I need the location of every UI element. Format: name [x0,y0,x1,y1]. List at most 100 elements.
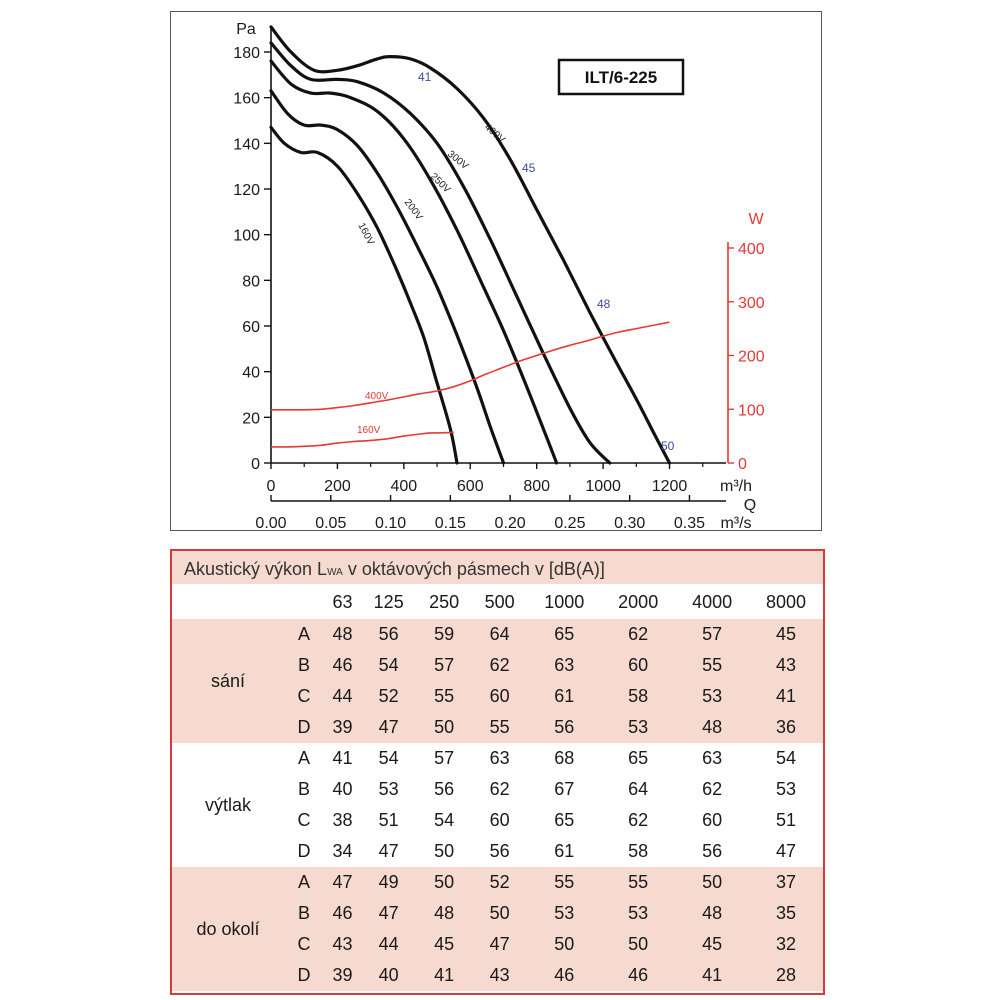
table-cell: 53 [360,774,417,805]
table-cell: 47 [360,712,417,743]
y-tick-label: 80 [242,273,260,290]
x-tick-label: 0 [267,478,276,495]
acoustic-power-table-panel: Akustický výkon LWA v oktávových pásmech… [170,549,825,995]
table-row: D 34 47 50 56 61 58 56 47 [172,836,823,867]
w-tick-label: 0 [738,456,747,473]
table-cell: 63 [471,743,528,774]
table-cell: 50 [601,929,676,960]
table-cell: 56 [471,836,528,867]
table-cell: 47 [360,836,417,867]
w-tick-label: 100 [738,402,765,419]
table-row: B 46 47 48 50 53 53 48 35 [172,898,823,929]
table-cell: 56 [416,774,472,805]
table-row: B 40 53 56 62 67 64 62 53 [172,774,823,805]
pressure-curve-250v [269,59,559,465]
group-label: do okolí [172,867,284,991]
table-cell: 50 [675,867,750,898]
x-tick-label: 800 [523,478,550,495]
operating-point-45: 45 [522,161,536,175]
y-tick-label: 140 [233,136,260,153]
table-cell: 54 [749,743,823,774]
x2-tick-label: 0.15 [435,515,466,532]
power-label-160v: 160V [357,425,381,436]
table-cell: 28 [749,960,823,991]
table-cell: 44 [360,929,417,960]
table-cell: 61 [527,836,602,867]
x2-tick-label: 0.20 [495,515,526,532]
band-header-4000: 4000 [675,585,750,619]
row-letter: A [284,867,324,898]
table-cell: 61 [527,681,602,712]
table-cell: 58 [601,681,676,712]
table-row: C 43 44 45 47 50 50 45 32 [172,929,823,960]
table-title-subscript: WA [327,567,343,578]
table-cell: 45 [675,929,750,960]
y-tick-label: 0 [251,456,260,473]
x2-axis-label: m³/s [720,515,751,532]
row-letter: C [284,929,324,960]
table-cell: 53 [527,898,602,929]
power-curve-160v [270,431,454,448]
operating-point-41: 41 [418,70,432,84]
table-cell: 41 [324,743,361,774]
table-cell: 62 [601,619,676,650]
band-header-63: 63 [324,585,361,619]
y-tick-label: 20 [242,410,260,427]
fan-characteristic-chart: 0 20 40 60 80 100 120 140 160 180 Pa 0 200 400 600 800 1… [233,21,765,532]
w-tick-label: 200 [738,349,765,366]
table-cell: 63 [675,743,750,774]
table-cell: 35 [749,898,823,929]
table-cell: 68 [527,743,602,774]
table-row: výtlak A 41 54 57 63 68 65 63 54 [172,743,823,867]
band-header-125: 125 [360,585,417,619]
x2-axis-q-label: Q [744,497,756,514]
table-cell: 60 [601,650,676,681]
table-cell: 55 [416,681,472,712]
w-tick-label: 400 [738,241,765,258]
table-cell: 53 [601,898,676,929]
table-cell: 40 [360,960,417,991]
table-cell: 48 [416,898,472,929]
table-cell: 52 [471,867,528,898]
table-title: Akustický výkon LWA v oktávových pásmech… [184,559,605,580]
x-tick-label: 200 [324,478,351,495]
table-cell: 53 [749,774,823,805]
y-axis-label: Pa [236,21,256,38]
table-cell: 46 [601,960,676,991]
table-cell: 67 [527,774,602,805]
table-cell: 47 [749,836,823,867]
group-label: výtlak [172,743,284,867]
x-axis-label: m³/h [720,478,752,495]
table-cell: 41 [416,960,472,991]
table-cell: 56 [527,712,602,743]
operating-point-50: 50 [661,439,675,453]
table-cell: 65 [601,743,676,774]
table-cell: 51 [749,805,823,836]
model-badge: ILT/6-225 [557,58,685,96]
pressure-curve-160v [269,125,459,465]
table-cell: 48 [675,712,750,743]
header-empty-cell [284,585,324,619]
table-row: sání A 48 56 59 64 65 62 57 45 [172,619,823,743]
table-cell: 64 [471,619,528,650]
operating-point-48: 48 [597,297,611,311]
table-cell: 57 [416,743,472,774]
table-cell: 60 [675,805,750,836]
pressure-curve-200v [269,89,506,465]
x2-tick-label: 0.25 [554,515,585,532]
row-letter: D [284,960,324,991]
w-tick-label: 300 [738,295,765,312]
table-cell: 47 [471,929,528,960]
band-header-2000: 2000 [601,585,676,619]
y-tick-label: 180 [233,45,260,62]
x2-tick-label: 0.30 [614,515,645,532]
table-cell: 44 [324,681,361,712]
table-cell: 62 [601,805,676,836]
table-row: C 44 52 55 60 61 58 53 41 [172,681,823,712]
table-cell: 43 [324,929,361,960]
table-cell: 45 [749,619,823,650]
row-letter: A [284,619,324,650]
table-cell: 60 [471,805,528,836]
row-letter: A [284,743,324,774]
table-cell: 52 [360,681,417,712]
